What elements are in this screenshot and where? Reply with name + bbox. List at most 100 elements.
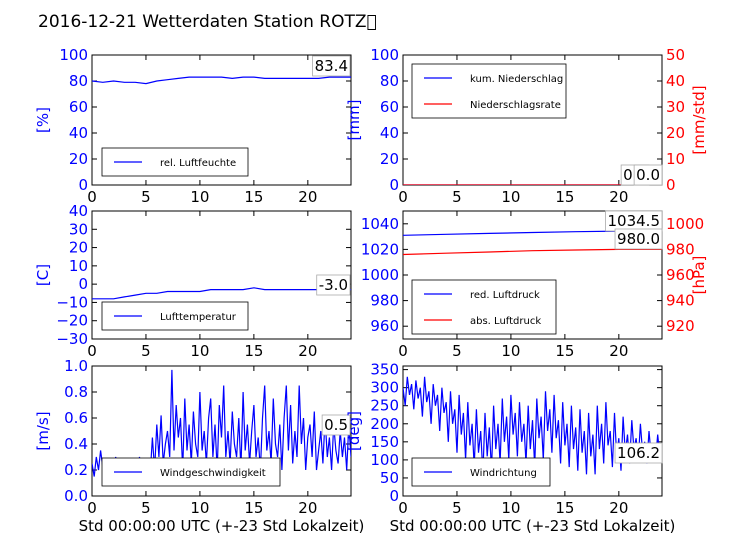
humidity-ytick-label: 60 (69, 98, 88, 116)
humidity-xtick-label: 5 (141, 188, 151, 206)
precip-y2label: [mm/std] (690, 85, 708, 154)
humidity-xtick-label: 15 (244, 188, 263, 206)
pressure-legend-label: red. Luftdruck (470, 290, 540, 301)
winddir-ylabel: [deg] (345, 411, 363, 451)
precip-legend-label: kum. Niederschlag (470, 74, 563, 85)
precip-y2tick-label: 40 (666, 72, 685, 90)
humidity-series-line-1 (92, 76, 351, 85)
humidity-ytick-label: 20 (69, 150, 88, 168)
temperature-legend (101, 301, 249, 331)
winddir-xlabel: Std 00:00:00 UTC (+-23 Std Lokalzeit) (390, 517, 676, 535)
precip-y2tick-label: 0 (666, 176, 676, 194)
temperature-ytick-label: 0 (78, 275, 88, 293)
winddir-ytick-label: 0 (389, 487, 399, 505)
temperature-ytick-label: −10 (56, 293, 88, 311)
temperature-legend-label: Lufttemperatur (160, 312, 237, 323)
winddir-xtick-label: 0 (398, 499, 408, 517)
temperature-series-line-1 (92, 287, 351, 300)
precip-y2tick-label: 20 (666, 124, 685, 142)
winddir-ytick-label: 250 (370, 397, 399, 415)
humidity-legend (101, 147, 249, 177)
winddir-ytick-label: 50 (380, 469, 399, 487)
pressure-ytick-label: 980 (370, 292, 399, 310)
temperature-ytick-label: 10 (69, 257, 88, 275)
pressure-value-box (614, 228, 663, 250)
humidity-value-annotation: 83.4 (315, 57, 348, 75)
pressure-value-annotation: 980.0 (617, 230, 660, 248)
temperature-xtick-label: 5 (141, 342, 151, 360)
precip-xtick-label: 0 (398, 188, 408, 206)
humidity-ytick-label: 40 (69, 124, 88, 142)
pressure-ytick-label: 1020 (361, 240, 399, 258)
windspeed-ytick-label: 0.4 (64, 435, 88, 453)
precip-panel: 0 5 10 15 20 0 20 40 60 80 100 0 10 20 30 40 50 [mm] [mm/s… (345, 46, 708, 206)
winddir-ytick-label: 150 (370, 433, 399, 451)
precip-xtick-label: 15 (555, 188, 574, 206)
windspeed-ytick-label: 1.0 (64, 357, 88, 375)
winddir-ytick-label: 350 (370, 361, 399, 379)
pressure-panel: 0 5 10 15 20 960 980 1000 1020 1040 920 940 960 980 10… (361, 210, 708, 360)
temperature-ytick-label: −20 (56, 312, 88, 330)
precip-ytick-label: 40 (380, 124, 399, 142)
pressure-ytick-label: 960 (370, 317, 399, 335)
precip-ylabel: [mm] (345, 100, 363, 141)
windspeed-xtick-label: 0 (87, 499, 97, 517)
winddir-value-box (614, 442, 663, 464)
winddir-xtick-label: 15 (555, 499, 574, 517)
windspeed-panel: 0 5 10 15 20 0.0 0.2 0.4 0.6 0.8 1.0 [m/s] Std 00:00… (34, 357, 364, 535)
humidity-ytick-label: 80 (69, 72, 88, 90)
windspeed-ytick-label: 0.0 (64, 487, 88, 505)
precip-y2tick-label: 10 (666, 150, 685, 168)
temperature-xtick-label: 20 (298, 342, 317, 360)
precip-y2tick-label: 50 (666, 46, 685, 64)
pressure-ytick-label: 1000 (361, 266, 399, 284)
pressure-y2label: [hPa] (690, 256, 708, 295)
temperature-ytick-label: 30 (69, 220, 88, 238)
precip-ytick-label: 0 (389, 176, 399, 194)
temperature-value-box (316, 274, 351, 296)
figure-title: 2016-12-21 Wetterdaten Station ROTZ  (38, 12, 377, 32)
humidity-xtick-label: 0 (87, 188, 97, 206)
precip-legend (411, 63, 567, 119)
pressure-ytick-label: 1040 (361, 215, 399, 233)
precip-ytick-label: 20 (380, 150, 399, 168)
pressure-xtick-label: 0 (398, 342, 408, 360)
pressure-xtick-label: 15 (555, 342, 574, 360)
humidity-ytick-label: 0 (78, 176, 88, 194)
winddir-series-line-1 (403, 376, 662, 475)
humidity-xtick-label: 10 (190, 188, 209, 206)
pressure-xtick-label: 20 (609, 342, 628, 360)
temperature-xtick-label: 10 (190, 342, 209, 360)
precip-legend-label: Niederschlagsrate (470, 100, 561, 111)
precip-value-box (633, 164, 663, 186)
windspeed-xtick-label: 20 (298, 499, 317, 517)
pressure-xtick-label: 5 (452, 342, 462, 360)
precip-xtick-label: 20 (609, 188, 628, 206)
temperature-xtick-label: 0 (87, 342, 97, 360)
windspeed-xlabel: Std 00:00:00 UTC (+-23 Std Lokalzeit) (79, 517, 365, 535)
winddir-ytick-label: 100 (370, 451, 399, 469)
pressure-y2tick-label: 920 (666, 317, 695, 335)
winddir-legend-label: Windrichtung (470, 468, 537, 479)
windspeed-ytick-label: 0.2 (64, 461, 88, 479)
humidity-legend-label: rel. Luftfeuchte (160, 158, 236, 169)
pressure-legend-label: abs. Luftdruck (470, 316, 541, 327)
humidity-value-box (312, 55, 351, 77)
winddir-xtick-label: 10 (501, 499, 520, 517)
precip-xtick-label: 10 (501, 188, 520, 206)
winddir-xtick-label: 5 (452, 499, 462, 517)
windspeed-ytick-label: 0.6 (64, 409, 88, 427)
pressure-y2tick-label: 980 (666, 240, 695, 258)
temperature-value-annotation: -3.0 (319, 276, 348, 294)
humidity-ytick-label: 100 (59, 46, 88, 64)
windspeed-value-box (321, 414, 351, 436)
humidity-panel: 0 5 10 15 20 0 20 40 60 80 100 [%] rel. Luftfeuchte 8… (34, 46, 352, 206)
humidity-ylabel: [%] (34, 107, 52, 133)
pressure-xtick-label: 10 (501, 342, 520, 360)
precip-xtick-label: 5 (452, 188, 462, 206)
humidity-xtick-label: 20 (298, 188, 317, 206)
windspeed-ytick-label: 0.8 (64, 383, 88, 401)
windspeed-ylabel: [m/s] (34, 411, 52, 450)
precip-value-annotation: 0.0 (636, 166, 660, 184)
